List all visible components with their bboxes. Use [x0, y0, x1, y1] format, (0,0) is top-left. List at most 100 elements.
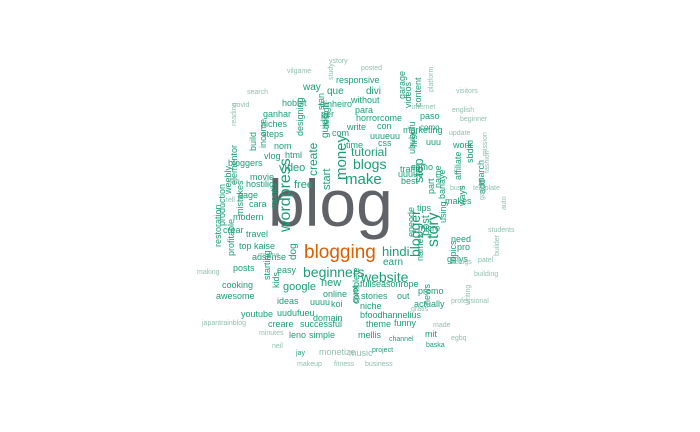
word-japantrainblog: japantrainblog	[202, 320, 246, 327]
word-con: con	[377, 121, 392, 131]
word-content: content	[413, 77, 423, 107]
word-profitable: profitable	[226, 218, 236, 256]
word-bloggers: bloggers	[228, 158, 263, 168]
word-making: making	[197, 269, 220, 276]
word-blogs: blogs	[455, 259, 472, 266]
word-cara: cara	[249, 199, 267, 209]
word-update: update	[449, 130, 471, 137]
word-per: per	[321, 109, 335, 119]
word-neil: neil	[272, 343, 283, 350]
word-awesome: awesome	[216, 291, 255, 301]
word-mit: mit	[425, 329, 437, 339]
word-divi: divi	[366, 86, 382, 97]
word-uuueuu: uuueuu	[370, 131, 401, 141]
word-creare: creare	[268, 319, 294, 329]
word-complete: complete	[351, 267, 361, 304]
word-posts: posts	[233, 263, 255, 273]
word-como: como	[420, 123, 440, 132]
word-create: create	[306, 142, 320, 176]
word-actually: actually	[414, 299, 445, 309]
word-fitness: fitness	[334, 361, 355, 368]
word-koi: koi	[331, 299, 343, 309]
word-professional: professional	[451, 298, 489, 305]
word-auto: auto	[501, 196, 508, 210]
word-steps: steps	[262, 129, 284, 139]
word-para: para	[355, 105, 374, 115]
word-com: com	[332, 128, 350, 138]
word-study: study	[328, 63, 335, 80]
word-template: template	[473, 185, 500, 192]
word-micro: micro	[418, 223, 440, 233]
word-dog: dog	[288, 243, 299, 260]
word-stories: stories	[361, 291, 388, 301]
word-domain: domain	[313, 313, 343, 323]
word-uuuue: uuuue	[398, 169, 424, 179]
word-blogs: blogs	[353, 156, 387, 172]
word-successful: successful	[300, 319, 343, 329]
word-video: video	[279, 162, 306, 174]
word-leno: leno	[289, 330, 307, 340]
word-makeup: makeup	[297, 361, 322, 368]
word-build: build	[248, 131, 258, 151]
word-easy: easy	[277, 265, 297, 275]
word-builder: builder	[494, 234, 501, 256]
word-made: made	[433, 322, 451, 329]
word-site: site	[229, 178, 240, 185]
word-students: students	[488, 227, 515, 234]
word-nom: nom	[274, 141, 292, 151]
word-project: project	[372, 347, 394, 354]
word-top: top	[239, 241, 252, 251]
word-egbq: egbq	[451, 335, 467, 342]
word-epeode: epeode	[406, 206, 416, 237]
word-internet: internet	[412, 104, 436, 111]
word-using: using	[438, 201, 448, 223]
word-niches: niches	[261, 119, 288, 129]
word-ways: ways	[457, 185, 467, 206]
word-starting: starting	[262, 250, 272, 280]
word-news: news	[422, 283, 432, 305]
word-responsive: responsive	[336, 75, 380, 85]
word-affiliate: affiliate	[453, 151, 463, 180]
word-tutorial: tutorial	[351, 145, 388, 159]
word-page: page	[238, 190, 259, 200]
word-modern: modern	[233, 212, 264, 222]
word-hindi: hindi	[382, 244, 410, 259]
word-google: google	[283, 281, 317, 293]
word-kaise: kaise	[254, 241, 276, 251]
word-marketing: marketing	[403, 125, 443, 135]
word-new: new	[321, 277, 342, 289]
word-vstory: vstory	[329, 58, 348, 65]
word-work: work	[453, 140, 473, 150]
word-crear: crear	[223, 225, 244, 235]
word-niche: niche	[360, 301, 382, 311]
word-bfoodhannelius: bfoodhannelius	[360, 310, 422, 320]
word-designing: designing	[295, 97, 305, 136]
word-horrorcome: horrorcome	[356, 113, 403, 123]
word-theme: theme	[366, 319, 392, 329]
word-without: without	[351, 95, 380, 105]
word-out: out	[397, 291, 410, 301]
word-routine: routine	[258, 252, 280, 259]
word-hobbit: hobbit	[282, 98, 307, 108]
word-html: html	[285, 150, 303, 160]
word-income: income	[258, 118, 268, 148]
word-blog: blog	[268, 166, 393, 240]
word-month: month	[269, 183, 279, 209]
word-tell: tell	[226, 197, 235, 204]
word-free: free	[294, 179, 313, 191]
word-promo: promo	[418, 286, 444, 296]
word-reading: reading	[231, 102, 238, 126]
word-dinheiro: dinheiro	[320, 99, 353, 109]
word-earn: earn	[383, 257, 404, 268]
word-funny: funny	[394, 318, 417, 328]
word-covid: covid	[233, 102, 250, 109]
word-minutes: minutes	[259, 330, 284, 337]
word-cooking: cooking	[222, 280, 254, 290]
word-fullseasonrope: fullseasonrope	[360, 279, 419, 289]
word-names: names	[415, 233, 425, 261]
word-como: como	[411, 162, 434, 172]
word-march: march	[476, 159, 486, 185]
word-bust: bust	[450, 185, 464, 192]
word-vilgame: vilgame	[287, 68, 312, 75]
word-music: music	[349, 348, 373, 358]
